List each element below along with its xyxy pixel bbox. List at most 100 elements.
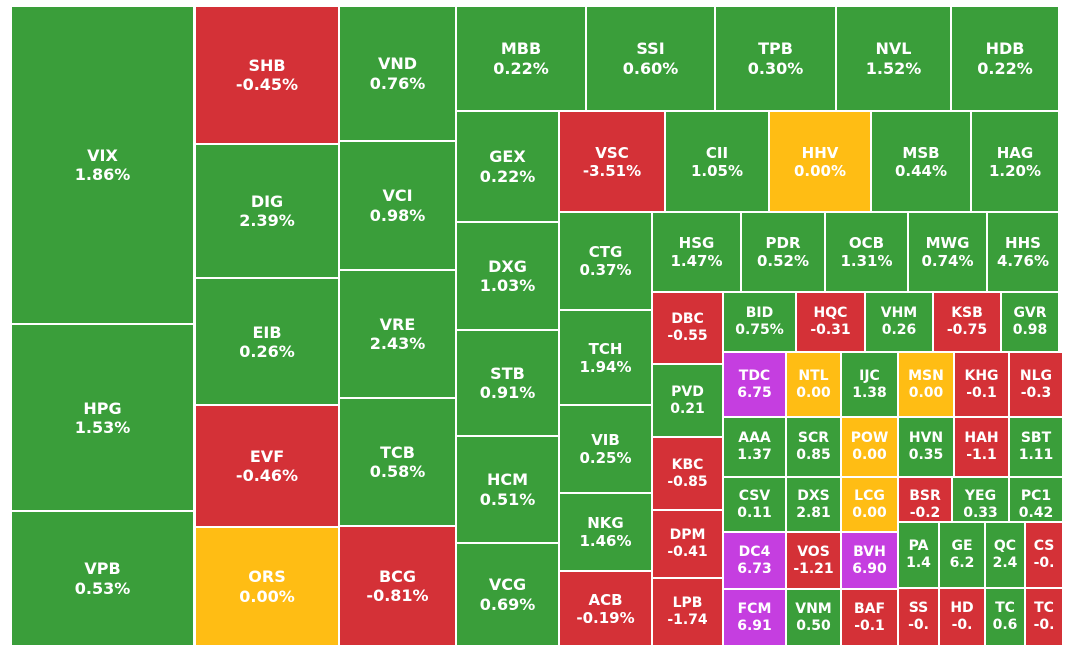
- tile-hsg[interactable]: HSG 1.47%: [651, 211, 742, 293]
- tile-vpb[interactable]: VPB 0.53%: [10, 510, 195, 647]
- tile-aaa[interactable]: AAA 1.37: [722, 416, 787, 478]
- tile-tc[interactable]: TC -0.: [1024, 587, 1064, 647]
- tile-vsc[interactable]: VSC -3.51%: [558, 110, 666, 213]
- tile-vnm[interactable]: VNM 0.50: [785, 588, 842, 647]
- tile-change: 0.75%: [735, 322, 784, 338]
- tile-dpm[interactable]: DPM -0.41: [651, 509, 724, 579]
- tile-hah[interactable]: HAH -1.1: [953, 416, 1010, 478]
- tile-ge[interactable]: GE 6.2: [938, 521, 986, 589]
- tile-ctg[interactable]: CTG 0.37%: [558, 211, 653, 311]
- tile-msn[interactable]: MSN 0.00: [897, 351, 955, 418]
- tile-baf[interactable]: BAF -0.1: [840, 588, 899, 647]
- tile-hd[interactable]: HD -0.: [938, 587, 986, 647]
- tile-vre[interactable]: VRE 2.43%: [338, 269, 457, 399]
- tile-symbol: BSR: [909, 487, 941, 504]
- tile-msb[interactable]: MSB 0.44%: [870, 110, 972, 213]
- tile-khg[interactable]: KHG -0.1: [953, 351, 1010, 418]
- tile-change: 1.52%: [865, 58, 922, 78]
- tile-dxs[interactable]: DXS 2.81: [785, 476, 842, 533]
- tile-bvh[interactable]: BVH 6.90: [840, 531, 899, 590]
- tile-stb[interactable]: STB 0.91%: [455, 329, 560, 437]
- tile-symbol: POW: [850, 430, 889, 447]
- tile-evf[interactable]: EVF -0.46%: [194, 404, 340, 528]
- tile-tch[interactable]: TCH 1.94%: [558, 309, 653, 406]
- tile-symbol: TCB: [380, 442, 415, 462]
- tile-ijc[interactable]: IJC 1.38: [840, 351, 899, 418]
- tile-mbb[interactable]: MBB 0.22%: [455, 5, 587, 112]
- tile-pow[interactable]: POW 0.00: [840, 416, 899, 478]
- tile-nlg[interactable]: NLG -0.3: [1008, 351, 1064, 418]
- tile-hhs[interactable]: HHS 4.76%: [986, 211, 1060, 293]
- tile-bcg[interactable]: BCG -0.81%: [338, 525, 457, 647]
- tile-lcg[interactable]: LCG 0.00: [840, 476, 899, 533]
- tile-nvl[interactable]: NVL 1.52%: [835, 5, 952, 112]
- tile-fcm[interactable]: FCM 6.91: [722, 588, 787, 647]
- tile-symbol: HD: [950, 600, 974, 617]
- tile-hdb[interactable]: HDB 0.22%: [950, 5, 1060, 112]
- tile-tpb[interactable]: TPB 0.30%: [714, 5, 837, 112]
- tile-hcm[interactable]: HCM 0.51%: [455, 435, 560, 544]
- tile-symbol: QC: [993, 538, 1017, 555]
- tile-vhm[interactable]: VHM 0.26: [864, 291, 934, 353]
- tile-tcb[interactable]: TCB 0.58%: [338, 397, 457, 527]
- tile-symbol: BCG: [378, 566, 417, 586]
- tile-cs[interactable]: CS -0.: [1024, 521, 1064, 589]
- tile-symbol: ACB: [588, 590, 623, 609]
- tile-hvn[interactable]: HVN 0.35: [897, 416, 955, 478]
- tile-qc[interactable]: QC 2.4: [984, 521, 1026, 589]
- tile-dc4[interactable]: DC4 6.73: [722, 531, 787, 590]
- tile-change: -3.51%: [582, 161, 642, 180]
- tile-symbol: VRE: [379, 314, 416, 334]
- tile-mwg[interactable]: MWG 0.74%: [907, 211, 988, 293]
- tile-gex[interactable]: GEX 0.22%: [455, 110, 560, 223]
- tile-vib[interactable]: VIB 0.25%: [558, 404, 653, 494]
- tile-symbol: NKG: [587, 514, 624, 532]
- tile-symbol: PVD: [671, 383, 704, 400]
- tile-change: 6.75: [737, 384, 772, 401]
- tile-vci[interactable]: VCI 0.98%: [338, 140, 457, 271]
- tile-change: 4.76%: [996, 252, 1050, 270]
- tile-vnd[interactable]: VND 0.76%: [338, 5, 457, 142]
- tile-bid[interactable]: BID 0.75%: [722, 291, 797, 353]
- tile-lpb[interactable]: LPB -1.74: [651, 577, 724, 647]
- tile-pvd[interactable]: PVD 0.21: [651, 363, 724, 438]
- tile-hag[interactable]: HAG 1.20%: [970, 110, 1060, 213]
- tile-symbol: VCI: [382, 186, 413, 206]
- tile-symbol: VOS: [797, 543, 830, 560]
- tile-symbol: VSC: [595, 143, 629, 162]
- tile-vix[interactable]: VIX 1.86%: [10, 5, 195, 325]
- tile-ssi[interactable]: SSI 0.60%: [585, 5, 716, 112]
- tile-symbol: CTG: [588, 243, 623, 261]
- tile-eib[interactable]: EIB 0.26%: [194, 277, 340, 407]
- tile-dig[interactable]: DIG 2.39%: [194, 143, 340, 279]
- tile-nkg[interactable]: NKG 1.46%: [558, 492, 653, 572]
- tile-csv[interactable]: CSV 0.11: [722, 476, 787, 533]
- tile-scr[interactable]: SCR 0.85: [785, 416, 842, 478]
- tile-acb[interactable]: ACB -0.19%: [558, 570, 653, 647]
- tile-vos[interactable]: VOS -1.21: [785, 531, 842, 590]
- tile-change: 6.90: [852, 560, 887, 577]
- tile-pdr[interactable]: PDR 0.52%: [740, 211, 826, 293]
- tile-shb[interactable]: SHB -0.45%: [194, 5, 340, 145]
- tile-hhv[interactable]: HHV 0.00%: [768, 110, 872, 213]
- tile-symbol: TCH: [588, 339, 623, 358]
- tile-ocb[interactable]: OCB 1.31%: [824, 211, 909, 293]
- tile-hqc[interactable]: HQC -0.31: [795, 291, 866, 353]
- tile-cii[interactable]: CII 1.05%: [664, 110, 770, 213]
- tile-tdc[interactable]: TDC 6.75: [722, 351, 787, 418]
- tile-vcg[interactable]: VCG 0.69%: [455, 542, 560, 647]
- tile-dxg[interactable]: DXG 1.03%: [455, 221, 560, 331]
- tile-pa[interactable]: PA 1.4: [897, 521, 940, 589]
- tile-dbc[interactable]: DBC -0.55: [651, 291, 724, 365]
- tile-ss[interactable]: SS -0.: [897, 587, 940, 647]
- tile-ors[interactable]: ORS 0.00%: [194, 526, 340, 647]
- tile-gvr[interactable]: GVR 0.98: [1000, 291, 1060, 353]
- tile-sbt[interactable]: SBT 1.11: [1008, 416, 1064, 478]
- tile-change: 0.52%: [756, 252, 810, 270]
- tile-tc[interactable]: TC 0.6: [984, 587, 1026, 647]
- tile-ksb[interactable]: KSB -0.75: [932, 291, 1002, 353]
- tile-ntl[interactable]: NTL 0.00: [785, 351, 842, 418]
- tile-hpg[interactable]: HPG 1.53%: [10, 323, 195, 513]
- tile-symbol: VIB: [591, 431, 620, 449]
- tile-kbc[interactable]: KBC -0.85: [651, 436, 724, 511]
